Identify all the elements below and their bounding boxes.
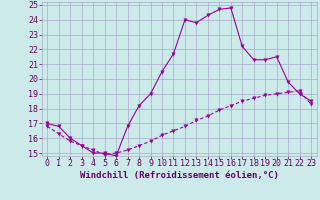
- X-axis label: Windchill (Refroidissement éolien,°C): Windchill (Refroidissement éolien,°C): [80, 171, 279, 180]
